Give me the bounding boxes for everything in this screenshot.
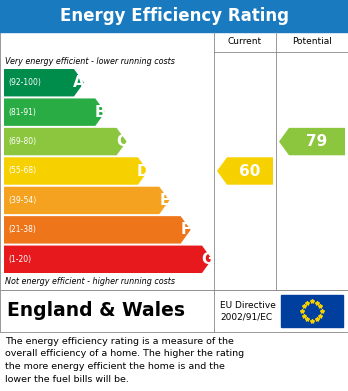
Text: England & Wales: England & Wales (7, 301, 185, 321)
Text: (21-38): (21-38) (8, 225, 36, 234)
Bar (0, 290, 348, 332)
Text: Energy Efficiency Rating: Energy Efficiency Rating (60, 7, 288, 25)
Text: The energy efficiency rating is a measure of the
overall efficiency of a home. T: The energy efficiency rating is a measur… (5, 337, 244, 384)
Text: C: C (116, 134, 127, 149)
Text: E: E (159, 193, 169, 208)
Bar (0, 32, 348, 290)
Polygon shape (4, 187, 169, 214)
Polygon shape (4, 216, 191, 244)
Text: EU Directive: EU Directive (220, 301, 276, 310)
Text: Not energy efficient - higher running costs: Not energy efficient - higher running co… (5, 278, 175, 287)
Polygon shape (4, 157, 148, 185)
Text: 79: 79 (306, 134, 327, 149)
Text: (55-68): (55-68) (8, 167, 36, 176)
Text: Current: Current (228, 38, 262, 47)
Bar (281, 295, 343, 327)
Polygon shape (4, 246, 212, 273)
Polygon shape (279, 128, 345, 155)
Polygon shape (4, 99, 105, 126)
Polygon shape (4, 128, 127, 155)
Text: (39-54): (39-54) (8, 196, 36, 205)
Text: F: F (181, 222, 191, 237)
Text: B: B (94, 105, 106, 120)
Text: 60: 60 (239, 163, 261, 179)
Text: (1-20): (1-20) (8, 255, 31, 264)
Text: G: G (201, 252, 213, 267)
Text: (81-91): (81-91) (8, 108, 36, 117)
Text: 2002/91/EC: 2002/91/EC (220, 312, 272, 321)
Polygon shape (217, 157, 273, 185)
Text: (92-100): (92-100) (8, 78, 41, 87)
Text: D: D (137, 163, 149, 179)
Text: (69-80): (69-80) (8, 137, 36, 146)
Polygon shape (4, 69, 84, 97)
Text: Potential: Potential (292, 38, 332, 47)
Text: Very energy efficient - lower running costs: Very energy efficient - lower running co… (5, 57, 175, 66)
Text: A: A (73, 75, 85, 90)
Bar (0, 0, 348, 32)
